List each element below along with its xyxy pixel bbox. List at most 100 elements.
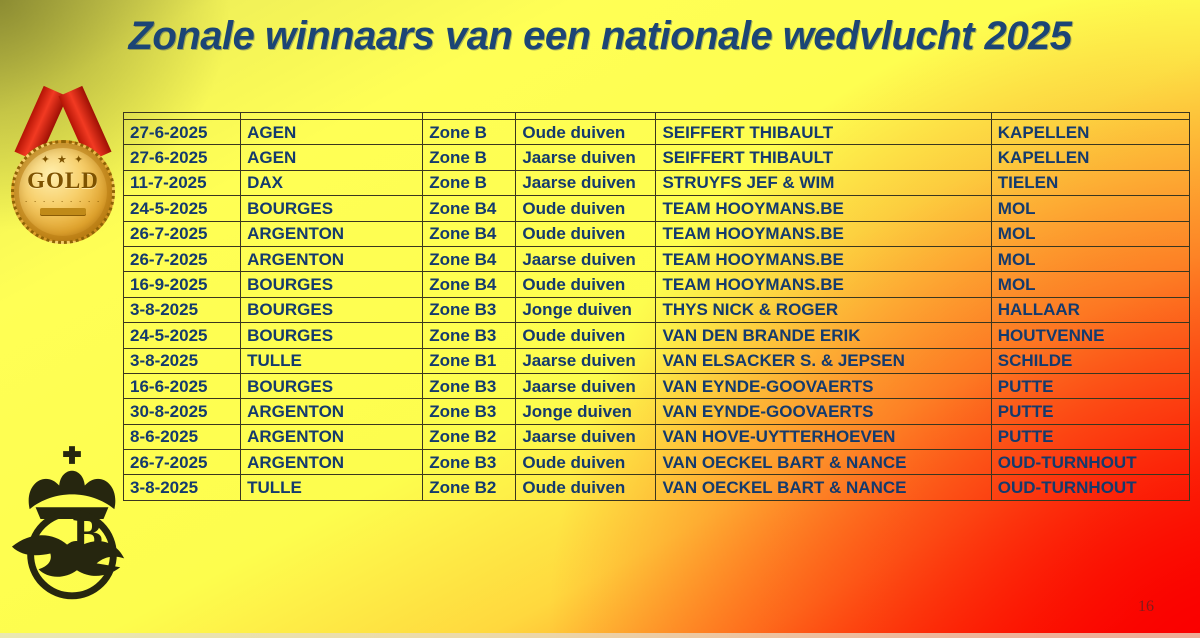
cell-zone: Zone B3 [422,449,517,476]
cell-town: HOUTVENNE [990,322,1191,349]
cell-winner: VAN DEN BRANDE ERIK [655,322,992,349]
cell-winner: THYS NICK & ROGER [655,296,992,324]
slide-bottom-edge [0,633,1200,638]
cell-town: HALLAAR [990,296,1191,324]
cell-zone: Zone B3 [422,398,517,425]
cell-zone: Zone B4 [422,195,517,222]
cell-winner: TEAM HOOYMANS.BE [655,195,992,222]
cell-date: 30-8-2025 [122,398,242,425]
cell-winner: VAN OECKEL BART & NANCE [655,474,992,501]
kbdb-logo-icon: B [11,446,125,600]
table-row: 3-8-2025 TULLE Zone B1 Jaarse duiven VAN ELS… [122,347,1191,374]
cell-race: BOURGES [240,322,424,349]
table-row: 27-6-2025 AGEN Zone B Jaarse duiven SEIFFERT… [122,144,1191,171]
table-row: 24-5-2025 BOURGES Zone B3 Oude duiven VAN DE… [122,322,1191,349]
cell-zone: Zone B2 [422,474,517,501]
medal-coin: ✦ ★ ✦ GOLD ∙ ∙ ∙ ∙ ∙ ∙ ∙ ∙ ∙ [11,140,115,244]
medal-stars: ✦ ★ ✦ [40,154,86,166]
cell-date: 3-8-2025 [122,347,242,374]
cell-town: KAPELLEN [990,144,1191,171]
cell-category: Oude duiven [515,195,657,222]
cell-race: ARGENTON [240,220,424,247]
cell-date: 26-7-2025 [122,245,242,273]
cell-zone: Zone B1 [422,347,517,374]
cell-category: Oude duiven [515,474,657,501]
cell-winner: STRUYFS JEF & WIM [655,169,992,197]
cell-date: 3-8-2025 [122,474,242,501]
cell-zone: Zone B4 [422,220,517,247]
gold-medal-icon: ✦ ★ ✦ GOLD ∙ ∙ ∙ ∙ ∙ ∙ ∙ ∙ ∙ [10,85,116,244]
medal-banner [40,208,86,216]
cell-race: TULLE [240,347,424,374]
cell-zone: Zone B3 [422,372,517,400]
cell-category: Jaarse duiven [515,372,657,400]
cell-category: Oude duiven [515,271,657,298]
cell-race: ARGENTON [240,423,424,451]
cell-winner: VAN HOVE-UYTTERHOEVEN [655,423,992,451]
cell-town: TIELEN [990,169,1191,197]
table-row: 11-7-2025 DAX Zone B Jaarse duiven STRUYFS J… [122,169,1191,197]
cell-category: Oude duiven [515,449,657,476]
cell-town: PUTTE [990,372,1191,400]
cell-winner: TEAM HOOYMANS.BE [655,245,992,273]
table-row: 24-5-2025 BOURGES Zone B4 Oude duiven TEAM H… [122,195,1191,222]
cell-date: 16-9-2025 [122,271,242,298]
cell-category: Jonge duiven [515,398,657,425]
table-row: 3-8-2025 BOURGES Zone B3 Jonge duiven THYS N… [122,296,1191,324]
cell-date: 3-8-2025 [122,296,242,324]
cell-zone: Zone B3 [422,322,517,349]
table-row: 27-6-2025 AGEN Zone B Oude duiven SEIFFERT T… [122,118,1191,146]
cell-category: Jaarse duiven [515,245,657,273]
cell-category: Oude duiven [515,118,657,146]
cell-winner: VAN OECKEL BART & NANCE [655,449,992,476]
cell-date: 8-6-2025 [122,423,242,451]
cell-race: AGEN [240,118,424,146]
table-row: 26-7-2025 ARGENTON Zone B4 Jaarse duiven TEA… [122,245,1191,273]
cell-winner: TEAM HOOYMANS.BE [655,220,992,247]
cell-zone: Zone B [422,118,517,146]
cell-race: ARGENTON [240,398,424,425]
cell-zone: Zone B3 [422,296,517,324]
kbdb-logo-letter: B [73,509,103,559]
cell-race: ARGENTON [240,449,424,476]
cell-town: KAPELLEN [990,118,1191,146]
cell-category: Jaarse duiven [515,144,657,171]
table-row: 8-6-2025 ARGENTON Zone B2 Jaarse duiven VAN … [122,423,1191,451]
cell-town: MOL [990,271,1191,298]
cell-town: MOL [990,220,1191,247]
cell-winner: SEIFFERT THIBAULT [655,118,992,146]
cell-date: 16-6-2025 [122,372,242,400]
cell-zone: Zone B4 [422,271,517,298]
cell-race: BOURGES [240,372,424,400]
cell-date: 26-7-2025 [122,220,242,247]
cell-category: Oude duiven [515,220,657,247]
page-title: Zonale winnaars van een nationale wedvlu… [128,14,1073,58]
table-row: 30-8-2025 ARGENTON Zone B3 Jonge duiven VAN … [122,398,1191,425]
cell-town: OUD-TURNHOUT [990,449,1191,476]
cell-zone: Zone B2 [422,423,517,451]
cell-date: 11-7-2025 [122,169,242,197]
cell-date: 26-7-2025 [122,449,242,476]
cell-race: DAX [240,169,424,197]
cell-town: PUTTE [990,398,1191,425]
cell-town: MOL [990,245,1191,273]
cell-zone: Zone B4 [422,245,517,273]
cell-date: 27-6-2025 [122,118,242,146]
cell-date: 24-5-2025 [122,322,242,349]
winners-table: 27-6-2025 AGEN Zone B Oude duiven SEIFFERT T… [122,112,1191,501]
table-row: 26-7-2025 ARGENTON Zone B4 Oude duiven TEAM … [122,220,1191,247]
table-spacer-row [122,112,1191,120]
table-row: 3-8-2025 TULLE Zone B2 Oude duiven VAN OECKE… [122,474,1191,501]
cell-town: MOL [990,195,1191,222]
cell-category: Jonge duiven [515,296,657,324]
cell-category: Jaarse duiven [515,423,657,451]
cell-race: BOURGES [240,195,424,222]
cell-winner: VAN ELSACKER S. & JEPSEN [655,347,992,374]
medal-gold-label: GOLD [27,168,99,193]
cell-town: PUTTE [990,423,1191,451]
cell-race: ARGENTON [240,245,424,273]
cell-category: Jaarse duiven [515,347,657,374]
table-row: 16-6-2025 BOURGES Zone B3 Jaarse duiven VAN … [122,372,1191,400]
cell-winner: VAN EYNDE-GOOVAERTS [655,398,992,425]
